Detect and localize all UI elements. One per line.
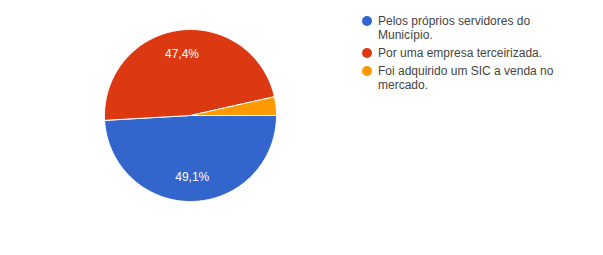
svg-text:49,1%: 49,1% [175,170,209,184]
html-text:Foi adquirido um SIC a venda n: Foi adquirido um SIC a venda no mercado. [378,64,554,92]
html-text:Por uma empresa terceirizada.: Por uma empresa terceirizada. [378,46,543,60]
svg-text:47,4%: 47,4% [165,47,199,61]
html-text:Pelos próprios servidores do M: Pelos próprios servidores do Município. [378,14,531,42]
